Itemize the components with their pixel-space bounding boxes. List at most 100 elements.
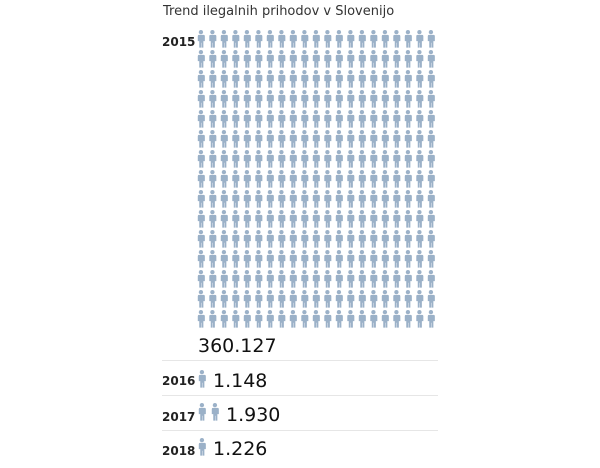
person-icon [358, 290, 366, 308]
person-icon [347, 70, 355, 88]
person-icon [232, 110, 240, 128]
person-icon [278, 310, 286, 328]
person-icon [312, 190, 320, 208]
person-icon [324, 150, 332, 168]
person-icon [404, 250, 412, 268]
person-icon [289, 170, 297, 188]
person-icon [335, 270, 343, 288]
person-icon [266, 310, 274, 328]
person-icon [347, 130, 355, 148]
person-icon [255, 190, 263, 208]
person-icon [324, 210, 332, 228]
person-icon [278, 70, 286, 88]
person-icon [278, 170, 286, 188]
person-icon [416, 230, 424, 248]
person-icon [358, 110, 366, 128]
person-icon [289, 130, 297, 148]
person-icon [209, 170, 217, 188]
person-icon [335, 130, 343, 148]
person-icon [289, 230, 297, 248]
person-icon [381, 110, 389, 128]
person-icon [381, 250, 389, 268]
person-icon [370, 29, 378, 48]
person-icon [324, 50, 332, 68]
person-icon [243, 310, 251, 328]
person-icon [289, 70, 297, 88]
person-icon [416, 50, 424, 68]
person-icon [381, 310, 389, 328]
person-icon [335, 110, 343, 128]
person-icon [255, 250, 263, 268]
person-icon [209, 230, 217, 248]
person-icon [381, 230, 389, 248]
person-icon [416, 29, 424, 48]
person-icon [198, 370, 206, 388]
person-icon [301, 270, 309, 288]
person-icon [289, 150, 297, 168]
person-icon [347, 90, 355, 108]
person-icon [416, 310, 424, 328]
person-icon [312, 250, 320, 268]
person-icon [289, 29, 297, 48]
person-icon [324, 170, 332, 188]
person-icon [427, 250, 435, 268]
person-icon [393, 210, 401, 228]
person-icon [312, 290, 320, 308]
person-icon [197, 150, 205, 168]
person-icon [266, 90, 274, 108]
person-icon [312, 130, 320, 148]
person-icon [312, 170, 320, 188]
person-icon [416, 210, 424, 228]
person-icon [393, 130, 401, 148]
person-icon [393, 29, 401, 48]
person-icon [243, 210, 251, 228]
person-icon [312, 270, 320, 288]
person-icon [416, 150, 424, 168]
person-icon [404, 170, 412, 188]
person-icon [370, 150, 378, 168]
person-icon [381, 130, 389, 148]
person-icon [347, 290, 355, 308]
person-icon [393, 190, 401, 208]
person-icon [197, 230, 205, 248]
person-icon [404, 130, 412, 148]
person-icon [393, 90, 401, 108]
person-icon [324, 29, 332, 48]
person-icon [197, 250, 205, 268]
person-icon [232, 250, 240, 268]
person-icon [358, 90, 366, 108]
person-icon [358, 270, 366, 288]
person-icon [335, 90, 343, 108]
person-icon [278, 230, 286, 248]
person-icon [404, 290, 412, 308]
person-icon [278, 110, 286, 128]
person-icon [335, 150, 343, 168]
person-icon [427, 130, 435, 148]
chart-title: Trend ilegalnih prihodov v Slovenijo [163, 4, 395, 19]
person-icon [209, 210, 217, 228]
person-icon [312, 110, 320, 128]
person-icon [301, 90, 309, 108]
person-icon [393, 270, 401, 288]
person-icon [255, 150, 263, 168]
person-icon [312, 90, 320, 108]
person-icon [370, 50, 378, 68]
person-icon [232, 150, 240, 168]
person-icon [255, 130, 263, 148]
person-icon [209, 90, 217, 108]
person-icon [266, 29, 274, 48]
person-icon [211, 403, 219, 421]
person-icon [278, 250, 286, 268]
person-icon [393, 290, 401, 308]
person-icon [266, 230, 274, 248]
person-icon [243, 50, 251, 68]
person-icon [232, 230, 240, 248]
person-icon [370, 210, 378, 228]
value-label-2017: 1.930 [226, 404, 281, 426]
person-icon [301, 190, 309, 208]
person-icon [301, 50, 309, 68]
person-icon [312, 150, 320, 168]
person-icon [243, 190, 251, 208]
person-icon [312, 70, 320, 88]
